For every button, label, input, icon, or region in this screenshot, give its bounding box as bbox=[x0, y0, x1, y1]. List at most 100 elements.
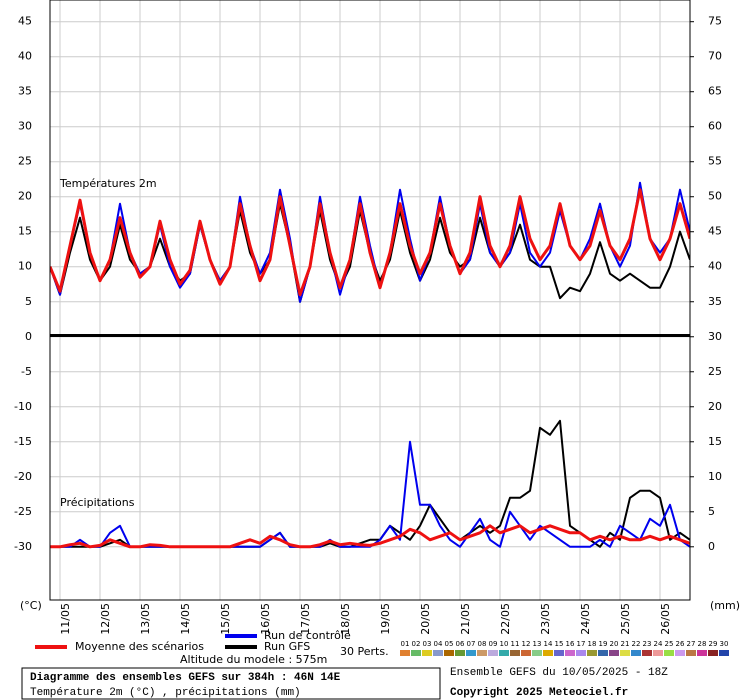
y-tick-label: 10 bbox=[18, 260, 32, 273]
panel-label: Températures 2m bbox=[59, 177, 157, 190]
perturbation-name: 08 bbox=[478, 640, 487, 648]
x-tick-label: 21/05 bbox=[459, 603, 472, 635]
perturbation-swatch bbox=[653, 650, 663, 656]
perturbation-name: 21 bbox=[621, 640, 630, 648]
perturbation-swatch bbox=[488, 650, 498, 656]
chart-subtitle: Température 2m (°C) , précipitations (mm… bbox=[30, 687, 301, 699]
perturbation-swatch bbox=[411, 650, 421, 656]
precip-line bbox=[50, 524, 690, 549]
plot-frame bbox=[49, 0, 691, 601]
perturbation-name: 22 bbox=[632, 640, 641, 648]
y-tick-label: 30 bbox=[18, 120, 32, 133]
perturbation-swatch bbox=[433, 650, 443, 656]
y-tick-label: 5 bbox=[25, 295, 32, 308]
perturbation-label: 30 Perts. bbox=[340, 645, 389, 658]
y-tick-label: 20 bbox=[18, 190, 32, 203]
perturbation-swatch bbox=[686, 650, 696, 656]
chart-title: Diagramme des ensembles GEFS sur 384h : … bbox=[30, 672, 341, 684]
perturbation-name: 02 bbox=[412, 640, 421, 648]
perturbation-swatch bbox=[664, 650, 674, 656]
perturbation-name: 09 bbox=[489, 640, 498, 648]
y2-axis-label: (mm) bbox=[710, 599, 740, 612]
perturbation-name: 30 bbox=[720, 640, 729, 648]
perturbation-swatch bbox=[708, 650, 718, 656]
y2-tick-label: 65 bbox=[708, 85, 722, 98]
perturbation-swatch bbox=[609, 650, 619, 656]
plot-lines bbox=[50, 181, 690, 549]
panel-divider bbox=[50, 334, 690, 337]
perturbation-name: 05 bbox=[445, 640, 454, 648]
perturbation-name: 01 bbox=[401, 640, 410, 648]
perturbation-swatch bbox=[444, 650, 454, 656]
x-tick-label: 13/05 bbox=[139, 603, 152, 635]
annotation: Ensemble GEFS du 10/05/2025 - 18Z bbox=[450, 667, 668, 679]
y2-tick-label: 55 bbox=[708, 155, 722, 168]
perturbation-name: 29 bbox=[709, 640, 718, 648]
perturbation-swatch bbox=[620, 650, 630, 656]
y2-tick-label: 45 bbox=[708, 225, 722, 238]
x-tick-label: 16/05 bbox=[259, 603, 272, 635]
perturbation-name: 04 bbox=[434, 640, 443, 648]
perturbation-name: 23 bbox=[643, 640, 652, 648]
perturbation-name: 24 bbox=[654, 640, 663, 648]
y-tick-label: -5 bbox=[21, 365, 32, 378]
x-tick-label: 24/05 bbox=[579, 603, 592, 635]
y-tick-label: 25 bbox=[18, 155, 32, 168]
perturbation-swatch bbox=[477, 650, 487, 656]
y-tick-label: 40 bbox=[18, 50, 32, 63]
perturbation-name: 13 bbox=[533, 640, 542, 648]
x-tick-label: 23/05 bbox=[539, 603, 552, 635]
y2-tick-label: 15 bbox=[708, 435, 722, 448]
perturbation-swatch bbox=[422, 650, 432, 656]
temperature-line bbox=[50, 188, 690, 297]
grid bbox=[50, 0, 690, 600]
perturbation-swatch bbox=[598, 650, 608, 656]
y2-tick-label: 30 bbox=[708, 330, 722, 343]
y-axis-label: (°C) bbox=[20, 599, 42, 612]
x-tick-label: 12/05 bbox=[99, 603, 112, 635]
perturbation-swatch bbox=[400, 650, 410, 656]
perturbation-name: 15 bbox=[555, 640, 564, 648]
perturbation-name: 25 bbox=[665, 640, 674, 648]
x-tick-label: 17/05 bbox=[299, 603, 312, 635]
perturbation-swatch bbox=[532, 650, 542, 656]
y-tick-label: 35 bbox=[18, 85, 32, 98]
perturbation-name: 26 bbox=[676, 640, 685, 648]
perturbation-name: 27 bbox=[687, 640, 696, 648]
perturbation-swatch bbox=[675, 650, 685, 656]
perturbation-swatch bbox=[510, 650, 520, 656]
perturbation-name: 16 bbox=[566, 640, 575, 648]
y-tick-label: -15 bbox=[14, 435, 32, 448]
y-tick-label: -20 bbox=[14, 470, 32, 483]
perturbation-name: 11 bbox=[511, 640, 520, 648]
y2-tick-label: 60 bbox=[708, 120, 722, 133]
y2-tick-label: 0 bbox=[708, 540, 715, 553]
x-tick-label: 22/05 bbox=[499, 603, 512, 635]
perturbation-name: 03 bbox=[423, 640, 432, 648]
y2-tick-label: 5 bbox=[708, 505, 715, 518]
perturbation-swatch bbox=[455, 650, 465, 656]
perturbation-name: 18 bbox=[588, 640, 597, 648]
perturbation-swatch bbox=[543, 650, 553, 656]
perturbation-swatch bbox=[554, 650, 564, 656]
perturbation-swatch bbox=[565, 650, 575, 656]
y2-tick-label: 50 bbox=[708, 190, 722, 203]
perturbation-swatch bbox=[576, 650, 586, 656]
perturbation-name: 19 bbox=[599, 640, 608, 648]
y2-tick-label: 25 bbox=[708, 365, 722, 378]
perturbation-swatch bbox=[466, 650, 476, 656]
y-tick-label: 0 bbox=[25, 330, 32, 343]
perturbation-swatch bbox=[642, 650, 652, 656]
y2-tick-label: 20 bbox=[708, 400, 722, 413]
perturbation-swatch bbox=[719, 650, 729, 656]
title-box bbox=[21, 667, 441, 700]
perturbation-swatch bbox=[697, 650, 707, 656]
perturbation-name: 28 bbox=[698, 640, 707, 648]
x-tick-label: 14/05 bbox=[179, 603, 192, 635]
perturbation-name: 07 bbox=[467, 640, 476, 648]
x-tick-label: 11/05 bbox=[59, 603, 72, 635]
y2-tick-label: 40 bbox=[708, 260, 722, 273]
y2-tick-label: 10 bbox=[708, 470, 722, 483]
x-tick-label: 26/05 bbox=[659, 603, 672, 635]
